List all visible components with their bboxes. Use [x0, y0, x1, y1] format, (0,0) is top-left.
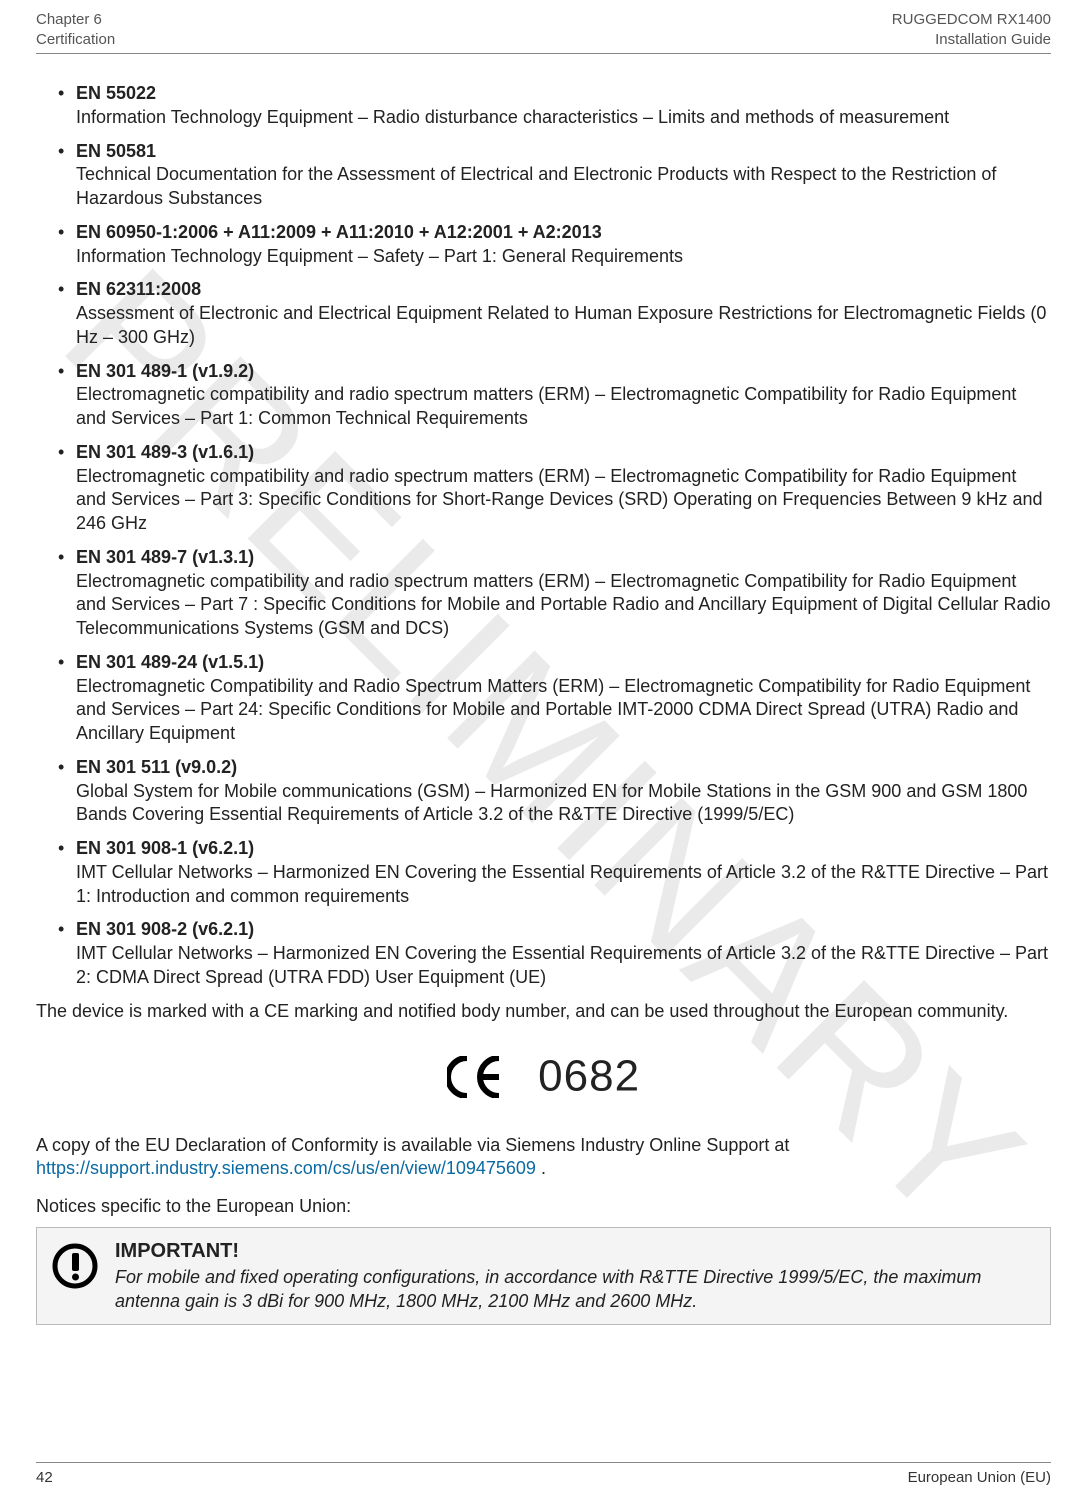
standard-desc: Information Technology Equipment – Radio…	[76, 107, 949, 127]
page-footer: 42 European Union (EU)	[36, 1462, 1051, 1486]
standard-title: EN 55022	[76, 83, 156, 103]
page-header: Chapter 6 Certification RUGGEDCOM RX1400…	[36, 0, 1051, 54]
important-notice-box: IMPORTANT! For mobile and fixed operatin…	[36, 1227, 1051, 1325]
standard-title: EN 301 908-1 (v6.2.1)	[76, 838, 254, 858]
header-section: Certification	[36, 30, 115, 50]
list-item: EN 50581 Technical Documentation for the…	[58, 140, 1051, 211]
list-item: EN 55022 Information Technology Equipmen…	[58, 82, 1051, 130]
standard-title: EN 301 489-1 (v1.9.2)	[76, 361, 254, 381]
ce-mark-icon	[447, 1056, 517, 1098]
ce-mark-block: 0682	[36, 1045, 1051, 1105]
standard-title: EN 301 511 (v9.0.2)	[76, 757, 237, 777]
standard-title: EN 301 908-2 (v6.2.1)	[76, 919, 254, 939]
footer-page-number: 42	[36, 1469, 53, 1486]
standard-title: EN 301 489-7 (v1.3.1)	[76, 547, 254, 567]
standard-title: EN 60950-1:2006 + A11:2009 + A11:2010 + …	[76, 222, 602, 242]
standard-title: EN 301 489-3 (v1.6.1)	[76, 442, 254, 462]
standard-title: EN 62311:2008	[76, 279, 201, 299]
header-doc-type: Installation Guide	[892, 30, 1051, 50]
standard-desc: Electromagnetic compatibility and radio …	[76, 571, 1051, 639]
standard-desc: Assessment of Electronic and Electrical …	[76, 303, 1046, 347]
declaration-text: A copy of the EU Declaration of Conformi…	[36, 1134, 1051, 1182]
standard-title: EN 301 489-24 (v1.5.1)	[76, 652, 264, 672]
list-item: EN 301 489-7 (v1.3.1) Electromagnetic co…	[58, 546, 1051, 641]
standards-list: EN 55022 Information Technology Equipmen…	[36, 82, 1051, 990]
list-item: EN 301 908-1 (v6.2.1) IMT Cellular Netwo…	[58, 837, 1051, 908]
list-item: EN 62311:2008 Assessment of Electronic a…	[58, 278, 1051, 349]
standard-desc: IMT Cellular Networks – Harmonized EN Co…	[76, 862, 1048, 906]
standard-desc: IMT Cellular Networks – Harmonized EN Co…	[76, 943, 1048, 987]
header-product: RUGGEDCOM RX1400	[892, 10, 1051, 30]
declaration-intro: A copy of the EU Declaration of Conformi…	[36, 1135, 789, 1155]
standard-desc: Electromagnetic compatibility and radio …	[76, 384, 1016, 428]
standard-desc: Information Technology Equipment – Safet…	[76, 246, 683, 266]
list-item: EN 301 511 (v9.0.2) Global System for Mo…	[58, 756, 1051, 827]
ce-number: 0682	[538, 1052, 640, 1101]
standard-desc: Global System for Mobile communications …	[76, 781, 1027, 825]
important-label: IMPORTANT!	[115, 1238, 1036, 1264]
page-content: EN 55022 Information Technology Equipmen…	[36, 54, 1051, 1325]
header-chapter: Chapter 6	[36, 10, 115, 30]
list-item: EN 301 908-2 (v6.2.1) IMT Cellular Netwo…	[58, 918, 1051, 989]
important-icon	[51, 1242, 99, 1297]
standard-desc: Electromagnetic Compatibility and Radio …	[76, 676, 1030, 744]
list-item: EN 301 489-24 (v1.5.1) Electromagnetic C…	[58, 651, 1051, 746]
list-item: EN 301 489-1 (v1.9.2) Electromagnetic co…	[58, 360, 1051, 431]
footer-section-label: European Union (EU)	[908, 1469, 1051, 1486]
list-item: EN 60950-1:2006 + A11:2009 + A11:2010 + …	[58, 221, 1051, 269]
declaration-outro: .	[536, 1158, 546, 1178]
standard-desc: Electromagnetic compatibility and radio …	[76, 466, 1042, 534]
ce-marking-text: The device is marked with a CE marking a…	[36, 1000, 1051, 1024]
standard-desc: Technical Documentation for the Assessme…	[76, 164, 996, 208]
notices-lead: Notices specific to the European Union:	[36, 1195, 1051, 1219]
list-item: EN 301 489-3 (v1.6.1) Electromagnetic co…	[58, 441, 1051, 536]
declaration-link[interactable]: https://support.industry.siemens.com/cs/…	[36, 1158, 536, 1178]
important-message: For mobile and fixed operating configura…	[115, 1266, 1036, 1314]
standard-title: EN 50581	[76, 141, 156, 161]
